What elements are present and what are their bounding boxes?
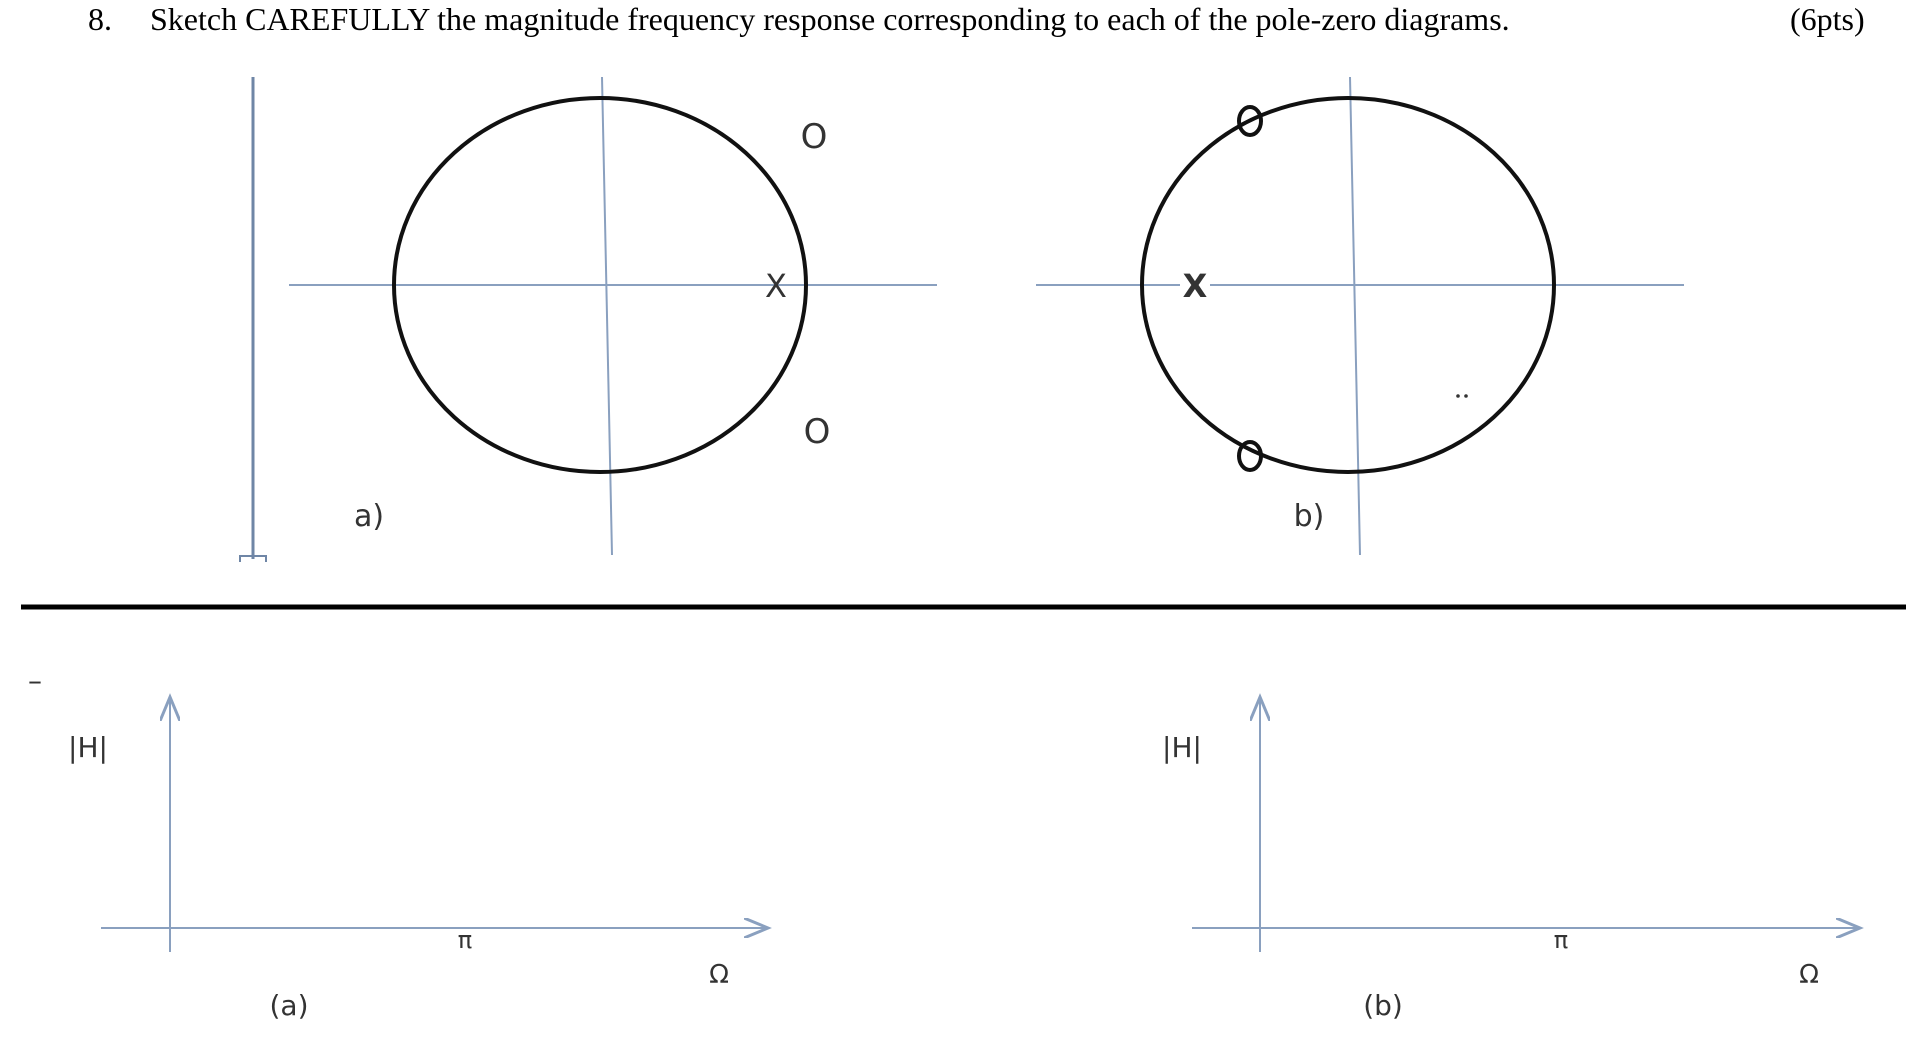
question-text: Sketch CAREFULLY the magnitude frequency… (150, 1, 1510, 37)
zero-marker (1237, 440, 1263, 472)
margin-line-foot (239, 555, 267, 562)
imag-axis (1349, 76, 1361, 556)
y-axis-label: |H| (68, 731, 108, 764)
x-axis-label: Ω (709, 960, 729, 990)
response-plot-b[interactable]: |H| π Ω (b) (1162, 697, 1860, 1022)
zero-marker (1237, 105, 1263, 137)
zero-marker: O (804, 412, 831, 452)
margin-mark: – (28, 664, 42, 697)
unit-circle (1140, 96, 1556, 474)
pole-marker: X (765, 267, 787, 305)
diagram-label: b) (1294, 499, 1325, 534)
pole-zero-diagram-a: X O O a) (289, 76, 937, 556)
plot-label: (a) (269, 989, 308, 1022)
pole-marker: X (1183, 267, 1208, 305)
pole-zero-diagram-b: X b) (1036, 76, 1684, 556)
y-axis-label: |H| (1162, 731, 1202, 764)
unit-circle (392, 96, 808, 474)
x-axis-label: Ω (1799, 960, 1819, 990)
zero-marker: O (801, 117, 828, 157)
plot-label: (b) (1363, 989, 1403, 1022)
question-points: (6pts) (1790, 1, 1865, 37)
imag-axis (601, 76, 613, 556)
x-tick-pi: π (1554, 926, 1568, 954)
response-plot-a[interactable]: |H| π Ω (a) (68, 697, 768, 1022)
x-tick-pi: π (458, 926, 472, 954)
question-number: 8. (88, 1, 112, 37)
diagram-label: a) (354, 499, 384, 534)
